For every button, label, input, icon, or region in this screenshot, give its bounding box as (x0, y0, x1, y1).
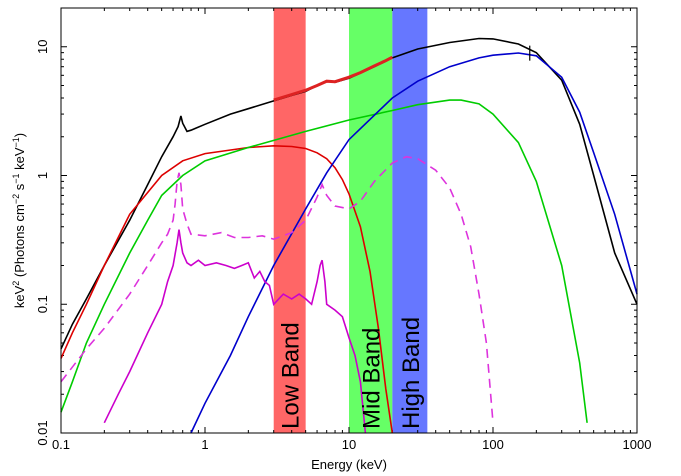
y-axis-title-sup4: −1 (11, 137, 21, 147)
y-axis-title: keV2 (Photons cm−2 s−1 keV−1) (11, 133, 27, 308)
y-axis-title-part: (Photons cm (12, 204, 27, 281)
x-axis-title: Energy (keV) (311, 457, 387, 472)
y-tick-label: 0.1 (35, 295, 50, 313)
series-green (60, 99, 588, 423)
y-axis-title-sup: 2 (11, 281, 21, 286)
y-axis-title-sup2: −2 (11, 194, 21, 204)
y-tick-labels: 0.01 0.1 1 10 (35, 40, 50, 446)
band-label-2: Mid Band (359, 328, 386, 429)
y-axis-title-sup3: −1 (11, 173, 21, 183)
y-tick-label: 0.01 (35, 420, 50, 445)
series-blue (190, 52, 638, 434)
x-tick-label: 10 (342, 437, 356, 452)
y-tick-label: 1 (35, 172, 50, 179)
x-tick-labels: 0.1 1 10 100 1000 (52, 437, 652, 452)
band-label-3: High Band (398, 317, 425, 429)
spectral-components (60, 37, 638, 434)
x-tick-label: 1 (201, 437, 208, 452)
series-red (60, 144, 394, 434)
x-tick-label: 100 (482, 437, 504, 452)
plot-frame (60, 7, 638, 434)
y-axis-title-unit: keV (12, 285, 27, 308)
x-tick-label: 0.1 (52, 437, 70, 452)
y-tick-label: 10 (35, 40, 50, 54)
energy-bands (273, 8, 428, 433)
band-1 (273, 8, 306, 433)
band-labels: Low Band Mid Band High Band (278, 317, 425, 429)
y-axis-title-part2: s (12, 183, 27, 194)
y-axis-title-part3: keV (12, 147, 27, 173)
series-data-red (273, 55, 393, 102)
y-axis-title-end: ) (12, 133, 27, 137)
band-label-1: Low Band (278, 322, 305, 429)
x-tick-label: 1000 (623, 437, 652, 452)
series-magenta-solid (103, 229, 367, 434)
